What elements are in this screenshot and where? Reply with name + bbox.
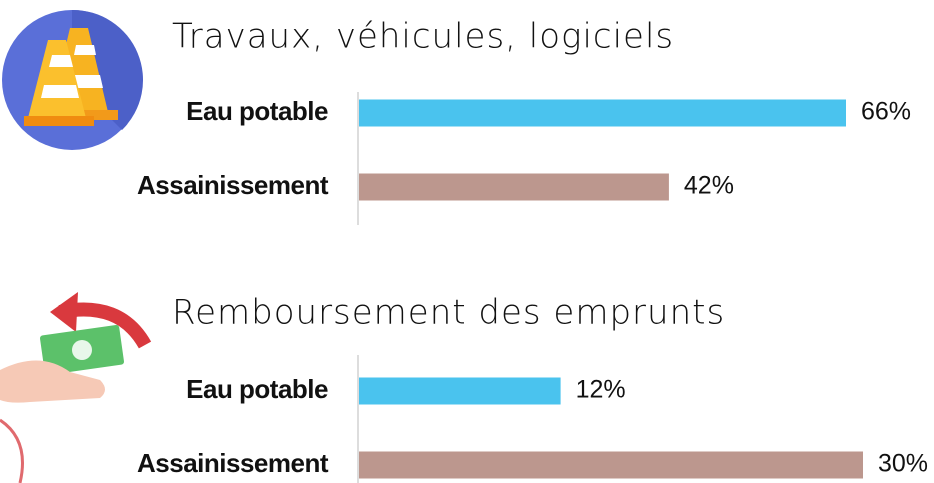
chart-title: Travaux, véhicules, logiciels [172, 17, 674, 57]
cones-icon [2, 9, 144, 150]
bar [359, 451, 863, 479]
value-label: 66% [861, 98, 911, 126]
value-label: 42% [684, 172, 734, 200]
bar [359, 99, 846, 127]
money-icon [0, 292, 152, 483]
value-label: 12% [576, 376, 626, 404]
category-label: Eau potable [186, 374, 328, 404]
category-label: Assainissement [137, 170, 329, 200]
bar [359, 377, 561, 405]
category-label: Eau potable [186, 96, 328, 126]
category-label: Assainissement [137, 448, 329, 478]
value-label: 30% [878, 450, 928, 478]
chart-title: Remboursement des emprunts [172, 293, 725, 333]
bar [359, 173, 669, 201]
